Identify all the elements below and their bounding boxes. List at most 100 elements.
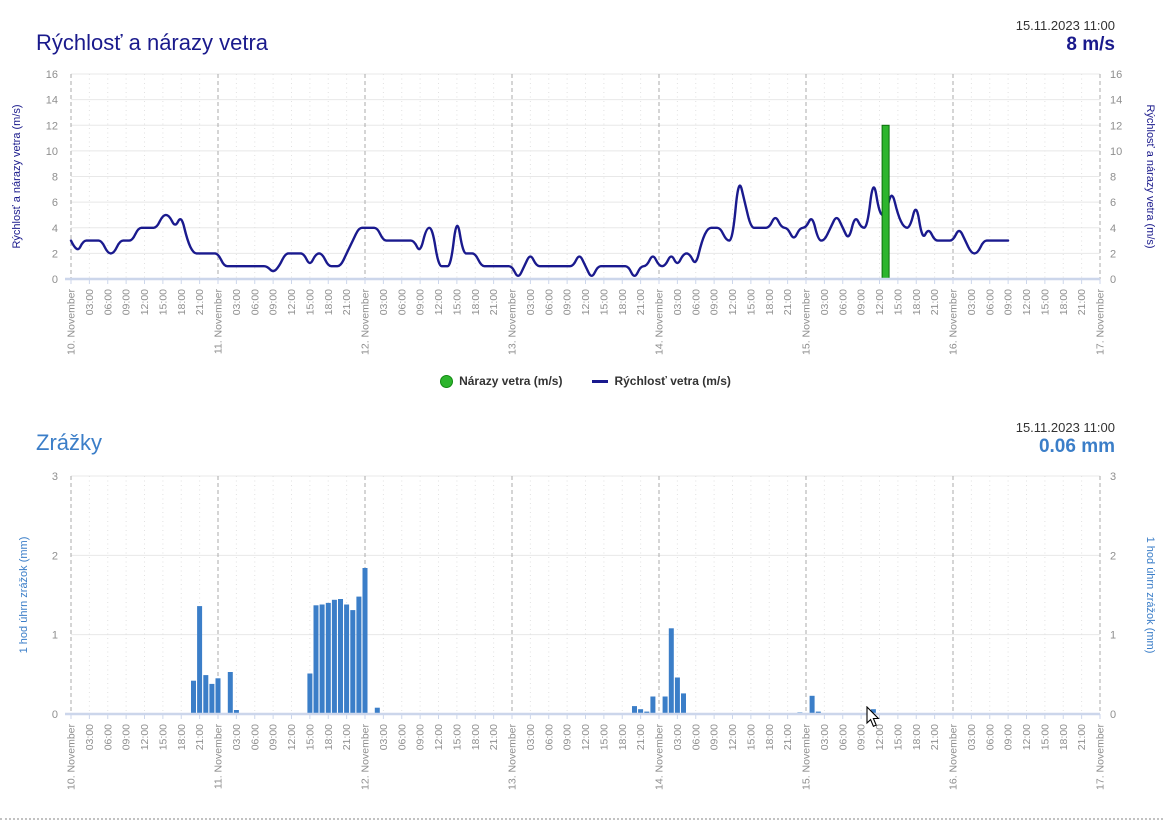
precip-bar[interactable] (350, 610, 356, 714)
x-tick-label: 21:00 (1076, 724, 1088, 750)
x-tick-label: 14. November (654, 289, 666, 355)
x-tick-label: 06:00 (396, 289, 408, 315)
x-tick-label: 15:00 (598, 724, 610, 750)
x-axis-labels: 10. November 03:00 06:00 09:00 12:00 15:00 18:… (66, 723, 1107, 789)
x-tick-label: 15:00 (745, 289, 757, 315)
precip-bar[interactable] (319, 604, 325, 715)
precip-bar[interactable] (215, 678, 221, 714)
y-tick-label: 0 (52, 274, 58, 286)
x-tick-label: 09:00 (1003, 289, 1015, 315)
precip-chart-plot[interactable]: 10. November 03:00 06:00 09:00 12:00 15:00 18:… (0, 410, 1163, 829)
y-tick-label: 1 (52, 630, 58, 642)
x-tick-label: 12. November (360, 289, 372, 355)
precip-bar[interactable] (191, 680, 196, 714)
precip-bar[interactable] (362, 568, 368, 714)
x-tick-label: 15:00 (745, 724, 757, 750)
wind-speed-line[interactable] (69, 184, 1010, 277)
x-tick-label: 15:00 (598, 289, 610, 315)
precip-bar[interactable] (374, 707, 380, 714)
x-tick-label: 18:00 (911, 289, 923, 315)
x-tick-label: 18:00 (176, 289, 188, 315)
x-tick-label: 15:00 (304, 289, 316, 315)
x-tick-label: 15:00 (451, 724, 463, 750)
x-tick-label: 06:00 (543, 724, 555, 750)
precip-bar[interactable] (681, 693, 686, 714)
y-tick-label: 2 (1110, 248, 1116, 260)
y-tick-label: 2 (52, 550, 58, 562)
y-tick-label: 14 (1110, 95, 1122, 107)
precip-bar[interactable] (325, 602, 331, 714)
x-tick-label: 18:00 (470, 724, 482, 750)
y-tick-label: 6 (1110, 197, 1116, 209)
x-tick-label: 12:00 (286, 724, 298, 750)
precip-bar[interactable] (209, 683, 215, 714)
y-tick-label: 2 (1110, 550, 1116, 562)
x-tick-label: 06:00 (249, 289, 261, 315)
precip-bar[interactable] (203, 675, 209, 714)
precip-bar[interactable] (197, 606, 203, 714)
wind-gust-bar[interactable] (881, 124, 890, 280)
x-tick-label: 21:00 (488, 289, 500, 315)
x-tick-label: 18:00 (617, 724, 629, 750)
precip-bar[interactable] (307, 673, 313, 715)
precip-bar[interactable] (227, 672, 233, 714)
precip-bar[interactable] (662, 696, 668, 715)
wind-chart-plot[interactable]: 10. November 03:00 06:00 09:00 12:00 15:00 18:… (0, 0, 1163, 405)
legend-item-speed[interactable]: Rýchlosť vetra (m/s) (592, 374, 731, 388)
x-tick-label: 18:00 (1058, 289, 1070, 315)
precip-bar[interactable] (356, 596, 362, 714)
y-tick-label: 16 (46, 69, 58, 81)
y-tick-label: 1 (1110, 630, 1116, 642)
x-tick-label: 03:00 (84, 289, 96, 315)
precip-bar[interactable] (668, 628, 674, 714)
x-tick-label: 09:00 (856, 724, 868, 750)
precip-bar[interactable] (650, 696, 656, 715)
x-tick-label: 09:00 (856, 289, 868, 315)
precip-bar[interactable] (870, 709, 876, 714)
precip-chart-info: 15.11.2023 11:00 0.06 mm (1016, 420, 1115, 458)
precip-bar[interactable] (809, 695, 815, 714)
precip-bar[interactable] (632, 706, 637, 714)
y-axis-labels: 0 0 1 1 2 2 3 3 (52, 471, 1116, 721)
x-tick-label: 21:00 (782, 289, 794, 315)
x-tick-label: 15. November (801, 724, 813, 790)
x-tick-label: 21:00 (1076, 289, 1088, 315)
precip-bar[interactable] (233, 710, 239, 714)
precip-bar[interactable] (638, 709, 644, 714)
precip-bar[interactable] (344, 604, 350, 715)
x-tick-label: 18:00 (176, 724, 188, 750)
x-tick-label: 03:00 (378, 724, 390, 750)
x-tick-label: 15:00 (157, 289, 169, 315)
x-tick-label: 18:00 (1058, 724, 1070, 750)
gust-legend-circle-icon (440, 374, 454, 388)
legend-item-gusts[interactable]: Nárazy vetra (m/s) (440, 374, 562, 388)
x-tick-label: 15:00 (1039, 289, 1051, 315)
page-bottom-dotted-divider (0, 818, 1163, 820)
gridlines (70, 475, 1101, 714)
series[interactable] (191, 568, 876, 714)
x-tick-label: 06:00 (543, 289, 555, 315)
x-tick-label: 15:00 (892, 724, 904, 750)
x-tick-label: 03:00 (819, 289, 831, 315)
y-tick-label: 8 (52, 172, 58, 184)
wind-current-value: 8 m/s (1066, 34, 1115, 55)
precip-bar[interactable] (313, 605, 319, 714)
y-tick-label: 3 (52, 471, 58, 483)
precip-bar[interactable] (338, 599, 343, 714)
x-tick-label: 18:00 (764, 289, 776, 315)
x-tick-label: 18:00 (764, 724, 776, 750)
x-tick-label: 03:00 (231, 724, 243, 750)
gridlines (70, 73, 1101, 279)
precip-bar[interactable] (331, 599, 337, 714)
speed-legend-label: Rýchlosť vetra (m/s) (614, 374, 731, 388)
precip-bar[interactable] (674, 677, 680, 715)
wind-timestamp: 15.11.2023 11:00 (1015, 18, 1115, 33)
y-tick-label: 2 (52, 248, 58, 260)
x-axis (65, 277, 1101, 284)
y-tick-label: 10 (1110, 146, 1122, 158)
x-tick-label: 09:00 (268, 289, 280, 315)
x-tick-label: 12:00 (286, 289, 298, 315)
x-axis-labels: 10. November 03:00 06:00 09:00 12:00 15:00 18:… (66, 288, 1107, 354)
speed-legend-line-icon (592, 379, 609, 383)
x-tick-label: 15:00 (892, 289, 904, 315)
